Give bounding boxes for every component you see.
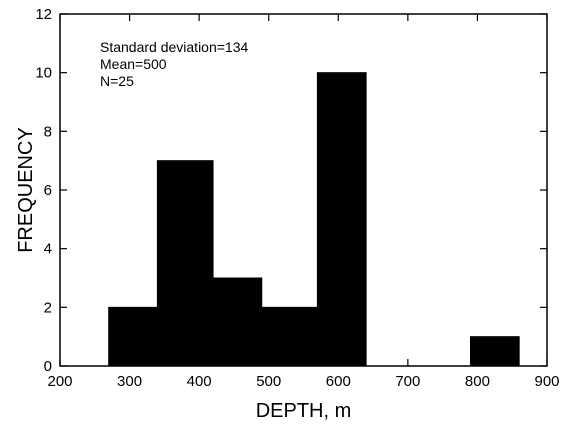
x-tick-label-3: 500 <box>256 373 281 390</box>
x-tick-label-0: 200 <box>47 373 72 390</box>
x-tick-label-5: 700 <box>395 373 420 390</box>
x-tick-label-6: 800 <box>465 373 490 390</box>
histogram-bar-3 <box>261 306 318 367</box>
histogram-bar-4 <box>316 72 367 367</box>
x-tick-label-7: 900 <box>534 373 559 390</box>
x-tick-labels: 200 300 400 500 600 700 800 900 <box>47 373 559 390</box>
y-tick-labels: 0 2 4 6 8 10 12 <box>35 6 52 375</box>
y-tick-label-0: 0 <box>44 358 52 375</box>
y-tick-label-2: 4 <box>44 241 52 258</box>
histogram-bar-2 <box>212 277 263 367</box>
y-tick-label-1: 2 <box>44 299 52 316</box>
histogram-bar-7 <box>469 336 520 367</box>
histogram-bars <box>108 72 520 367</box>
axis-ticks <box>59 13 548 367</box>
std-dev-annotation: Standard deviation=134 <box>100 39 248 55</box>
x-tick-label-1: 300 <box>117 373 142 390</box>
histogram-bar-1 <box>156 160 214 367</box>
count-annotation: N=25 <box>100 73 134 89</box>
mean-annotation: Mean=500 <box>100 56 167 72</box>
y-tick-label-4: 8 <box>44 123 52 140</box>
y-tick-label-5: 10 <box>35 65 52 82</box>
x-tick-label-4: 600 <box>326 373 351 390</box>
y-tick-label-6: 12 <box>35 6 52 23</box>
histogram-bar-0 <box>108 306 158 367</box>
y-tick-label-3: 6 <box>44 182 52 199</box>
x-tick-label-2: 400 <box>187 373 212 390</box>
x-axis-title: DEPTH, m <box>256 400 352 422</box>
y-axis-title: FREQUENCY <box>15 127 37 253</box>
